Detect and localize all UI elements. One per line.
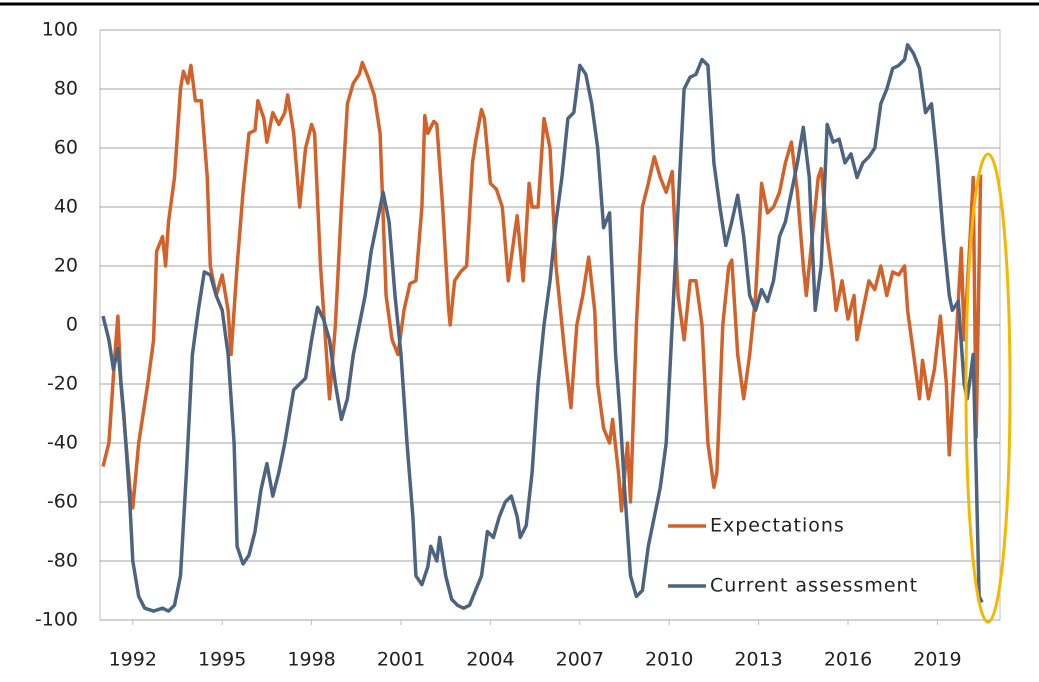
y-tick-label: 0: [66, 314, 78, 336]
legend-label: Current assessment: [710, 575, 918, 597]
y-tick-label: -40: [47, 432, 78, 454]
series-line: [101, 43, 984, 613]
x-tick-label: 1995: [198, 649, 246, 671]
y-tick-label: -100: [35, 609, 78, 631]
plot-layer: -100 -80 -60 -40 -20 0 20 40 60 80 100 1992 1995 1998…: [35, 19, 1000, 671]
y-tick-label: 40: [54, 196, 78, 218]
x-tick-label: 2004: [466, 649, 514, 671]
series-line: [101, 60, 983, 513]
x-tick-label: 2010: [645, 649, 693, 671]
y-tick-label: 60: [54, 137, 78, 159]
y-tick-label: -20: [47, 373, 78, 395]
y-tick-label: -60: [47, 491, 78, 513]
x-tick-label: 2013: [734, 649, 782, 671]
x-tick-label: 1998: [287, 649, 335, 671]
y-tick-label: -80: [47, 550, 78, 572]
x-tick-label: 2019: [913, 649, 961, 671]
x-tick-label: 2001: [377, 649, 425, 671]
x-tick-label: 2007: [556, 649, 604, 671]
legend-label: Expectations: [710, 515, 845, 537]
y-tick-label: 20: [54, 255, 78, 277]
x-tick-label: 2016: [824, 649, 872, 671]
highlight-ellipse: [964, 152, 1012, 624]
x-tick-label: 1992: [109, 649, 157, 671]
y-tick-label: 100: [42, 19, 78, 41]
y-tick-label: 80: [54, 78, 78, 100]
